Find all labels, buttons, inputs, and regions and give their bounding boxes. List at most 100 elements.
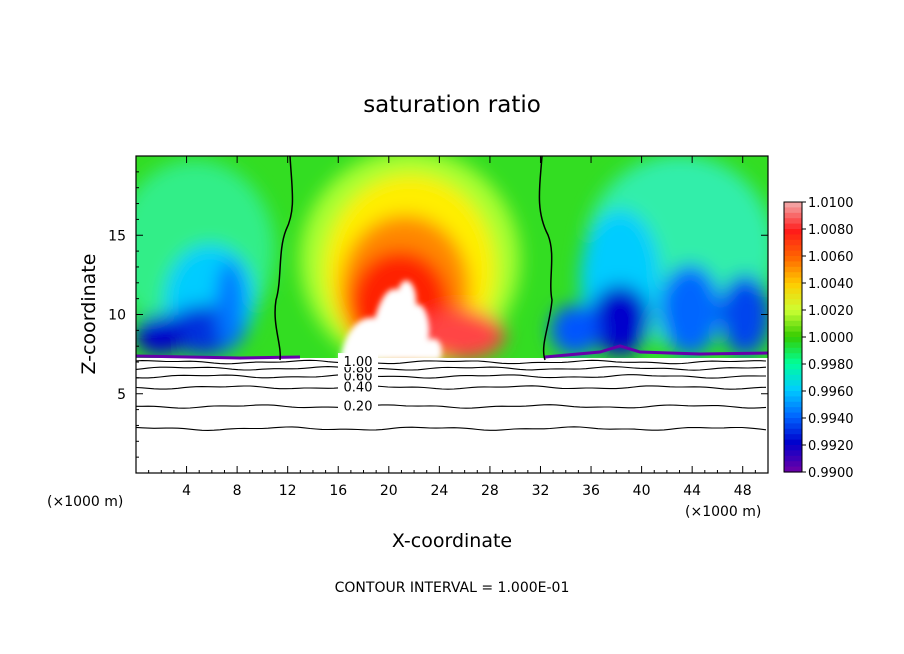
colorbar-tick-label: 1.0020 (808, 304, 854, 319)
colorbar-swatch (784, 310, 802, 316)
colorbar-tick-label: 1.0100 (808, 196, 854, 211)
colorbar-swatch (784, 277, 802, 284)
x-tick-label: 8 (233, 483, 242, 499)
colorbar-swatch (784, 261, 802, 268)
colorbar-swatch (784, 245, 802, 252)
x-axis: 4 8 12 16 20 24 28 32 36 40 44 48 (148, 156, 756, 499)
colorbar-swatch (784, 256, 802, 262)
colorbar-swatch (784, 455, 802, 462)
x-axis-label: X-coordinate (392, 530, 512, 552)
colorbar-swatch (784, 450, 802, 457)
contour-label: 1.00 (344, 355, 373, 370)
contour-line (136, 373, 766, 379)
field-region (720, 275, 768, 355)
colorbar-tick-label: 1.0000 (808, 331, 854, 346)
chart-title: saturation ratio (363, 92, 541, 118)
colorbar-swatch (784, 250, 802, 257)
colorbar-swatch (784, 418, 802, 424)
colorbar-swatch (784, 337, 802, 343)
colorbar-swatch (784, 299, 802, 306)
colorbar-tick-label: 0.9920 (808, 439, 854, 454)
colorbar-tick-label: 0.9900 (808, 466, 854, 481)
saturation-boundary-left (274, 156, 294, 361)
y-tick-label: 15 (108, 228, 126, 244)
x-unit-label-left: (×1000 m) (47, 494, 123, 510)
colorbar-tick-label: 0.9940 (808, 412, 854, 427)
field-region (136, 315, 185, 355)
colorbar-swatch (784, 380, 802, 387)
colorbar-tick-label: 0.9960 (808, 385, 854, 400)
cloud-core (340, 280, 442, 360)
colorbar-swatch (784, 326, 802, 333)
contour-label: 0.20 (344, 399, 373, 414)
colorbar-swatch (784, 207, 802, 214)
colorbar-swatch (784, 288, 802, 295)
x-tick-label: 48 (734, 483, 752, 499)
contour-line (136, 404, 767, 409)
colorbar-swatch (784, 391, 802, 397)
contour-labels: 0.200.400.600.801.00 (338, 353, 378, 414)
x-tick-label: 12 (279, 483, 297, 499)
contour-line (136, 426, 767, 431)
colorbar-swatch (784, 304, 802, 311)
x-tick-label: 24 (430, 483, 448, 499)
x-tick-label: 40 (633, 483, 651, 499)
contour-line (136, 385, 767, 390)
colorbar-swatch (784, 347, 802, 354)
field-region (550, 305, 600, 355)
colorbar-swatch (784, 234, 802, 241)
colorbar-swatch (784, 212, 802, 219)
colorbar-swatch (784, 369, 802, 376)
plot-area (136, 156, 768, 473)
colorbar-swatch (784, 466, 802, 473)
colorbar-tick-label: 0.9980 (808, 358, 854, 373)
field-region (590, 285, 650, 355)
contour-label-bg (338, 353, 378, 368)
x-tick-label: 32 (532, 483, 550, 499)
colorbar-tick-label: 1.0060 (808, 250, 854, 265)
colorbar-swatch (784, 353, 802, 360)
colorbar-swatch (784, 358, 802, 365)
colorbar-swatch (784, 434, 802, 441)
x-unit-label-right: (×1000 m) (685, 504, 761, 520)
contour-label-bg (338, 378, 378, 393)
y-tick-label: 5 (117, 387, 126, 403)
colorbar-swatch (784, 428, 802, 435)
colorbar-swatch (784, 401, 802, 408)
field-region (216, 260, 244, 350)
y-axis: 5 10 15 (108, 171, 768, 458)
y-axis-label: Z-coordinate (78, 254, 100, 375)
colorbar-swatch (784, 293, 802, 300)
colorbar-swatch (784, 283, 802, 289)
colorbar-swatch (784, 374, 802, 381)
field-region (660, 265, 720, 355)
colorbar: 1.0100 1.0080 1.0060 1.0040 1.0020 1.0000 0.99… (783, 196, 854, 481)
x-tick-label: 20 (380, 483, 398, 499)
x-tick-label: 36 (582, 483, 600, 499)
x-tick-label: 28 (481, 483, 499, 499)
colorbar-swatch (784, 218, 802, 225)
contour-label: 0.40 (344, 380, 373, 395)
colorbar-swatch (784, 320, 802, 327)
colorbar-swatch (784, 396, 802, 403)
colorbar-swatch (784, 202, 802, 208)
colorbar-swatch (784, 412, 802, 419)
colorbar-swatch (784, 272, 802, 279)
contour-line (136, 359, 767, 365)
colorbar-swatch (784, 239, 802, 246)
saturation-boundary-right (538, 156, 553, 361)
sub-cloud-region (136, 358, 768, 473)
colorbar-swatch (784, 223, 802, 230)
x-tick-label: 16 (329, 483, 347, 499)
colorbar-swatch (784, 445, 802, 451)
contour-line (136, 366, 767, 371)
colorbar-swatch (784, 229, 802, 235)
contour-label-bg (338, 397, 378, 412)
colorbar-swatch (784, 439, 802, 446)
x-tick-label: 4 (182, 483, 191, 499)
colorbar-swatch (784, 266, 802, 273)
horizontal-contours (136, 359, 767, 431)
colorbar-swatch (784, 461, 802, 468)
colorbar-swatch (784, 407, 802, 414)
